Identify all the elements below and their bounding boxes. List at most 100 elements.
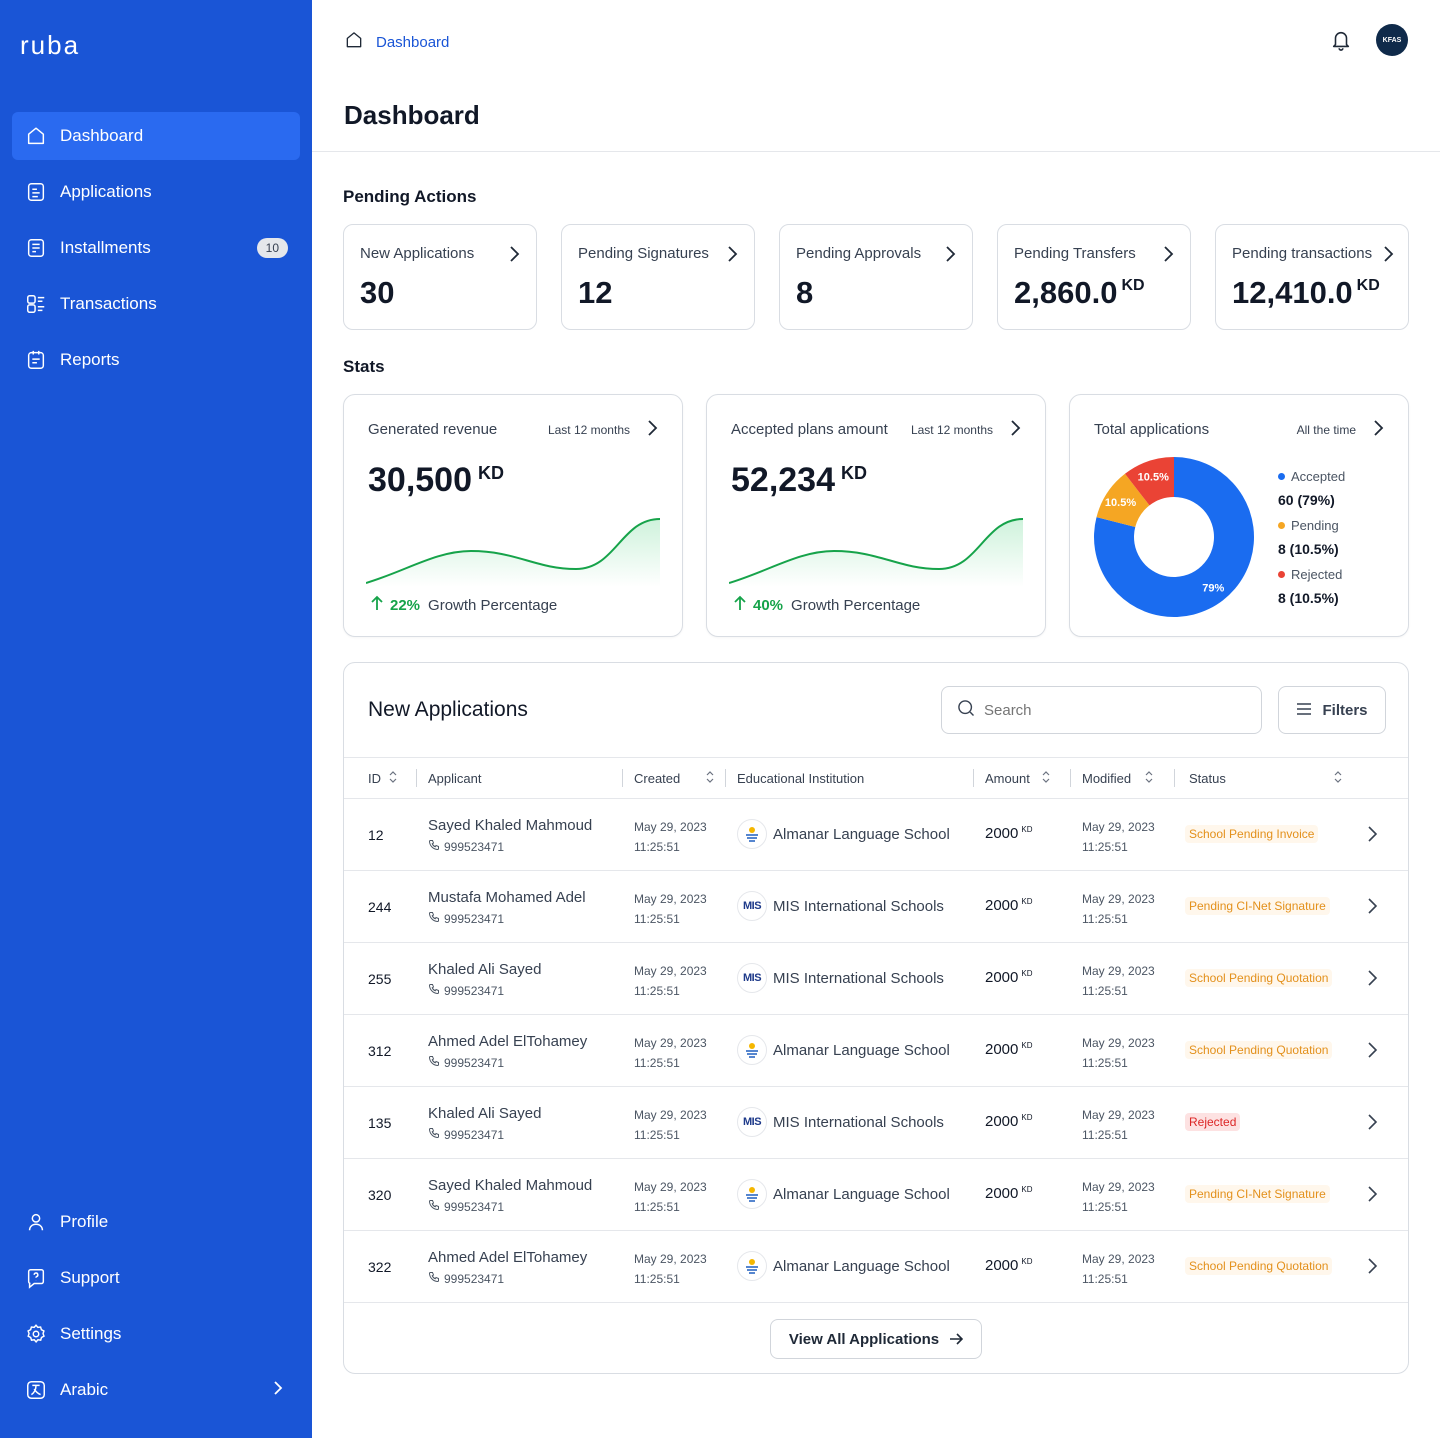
pending-card-approvals[interactable]: Pending Approvals 8 xyxy=(779,224,973,330)
cell-institution: Almanar Language School xyxy=(737,1251,950,1281)
chevron-right-icon[interactable] xyxy=(1366,1185,1378,1208)
pending-card-transactions[interactable]: Pending transactions 12,410.0 KD xyxy=(1215,224,1409,330)
accepted-period[interactable]: Last 12 months xyxy=(910,423,993,437)
total-label: Total applications xyxy=(1094,421,1210,438)
chevron-right-icon[interactable] xyxy=(1366,1041,1378,1064)
pending-card-transfers[interactable]: Pending Transfers 2,860.0 KD xyxy=(997,224,1191,330)
cell-modified: May 29, 2023 11:25:51 xyxy=(1082,1252,1155,1286)
cell-applicant-phone: 999523471 xyxy=(428,1199,504,1214)
column-created[interactable]: Created xyxy=(634,771,714,786)
pending-card-new-applications[interactable]: New Applications 30 xyxy=(343,224,537,330)
sidebar-item-dashboard[interactable]: Dashboard xyxy=(12,112,300,160)
total-period[interactable]: All the time xyxy=(1296,423,1356,437)
column-applicant[interactable]: Applicant xyxy=(428,771,482,786)
chevron-right-icon[interactable] xyxy=(1372,419,1384,442)
table-row[interactable]: 244 Mustafa Mohamed Adel 999523471 May 29, … xyxy=(344,871,1408,943)
sort-icon xyxy=(1042,771,1050,786)
chevron-right-icon[interactable] xyxy=(1366,897,1378,920)
mis-logo: MIS xyxy=(737,891,767,921)
cell-applicant-name: Sayed Khaled Mahmoud xyxy=(428,1177,593,1194)
breadcrumb-current[interactable]: Dashboard xyxy=(376,34,450,51)
filters-button[interactable]: Filters xyxy=(1278,686,1386,734)
column-id[interactable]: ID xyxy=(368,771,397,786)
view-all-applications-button[interactable]: View All Applications xyxy=(770,1319,982,1359)
table-row[interactable]: 322 Ahmed Adel ElTohamey 999523471 May 29, … xyxy=(344,1231,1408,1303)
cell-applicant-name: Khaled Ali Sayed xyxy=(428,1105,542,1122)
avatar[interactable]: KFAS xyxy=(1376,24,1408,56)
sidebar-item-profile[interactable]: Profile xyxy=(12,1198,300,1246)
chevron-right-icon[interactable] xyxy=(1366,969,1378,992)
sidebar-item-applications[interactable]: Applications xyxy=(12,168,300,216)
table-row[interactable]: 312 Ahmed Adel ElTohamey 999523471 May 29, … xyxy=(344,1015,1408,1087)
cell-applicant-name: Khaled Ali Sayed xyxy=(428,961,542,978)
legend-dot xyxy=(1278,473,1285,480)
sidebar-item-reports[interactable]: Reports xyxy=(12,336,300,384)
chevron-right-icon[interactable] xyxy=(1009,419,1021,442)
sidebar-item-settings[interactable]: Settings xyxy=(12,1310,300,1358)
cell-modified: May 29, 2023 11:25:51 xyxy=(1082,820,1155,854)
sidebar-item-installments[interactable]: Installments 10 xyxy=(12,224,300,272)
growth-label: Growth Percentage xyxy=(791,596,921,614)
almanar-logo xyxy=(737,1251,767,1281)
mis-logo: MIS xyxy=(737,963,767,993)
sidebar-item-support[interactable]: Support xyxy=(12,1254,300,1302)
legend-dot xyxy=(1278,522,1285,529)
chevron-right-icon xyxy=(1382,245,1394,268)
filter-lines-icon xyxy=(1296,702,1312,719)
cell-applicant-name: Sayed Khaled Mahmoud xyxy=(428,817,593,834)
cell-id: 244 xyxy=(368,899,392,915)
sidebar-bottom-nav: Profile Support Settings Arabic xyxy=(12,1198,300,1422)
status-badge: Rejected xyxy=(1185,1113,1241,1131)
sidebar-item-label: Installments xyxy=(60,238,151,257)
pending-card-signatures[interactable]: Pending Signatures 12 xyxy=(561,224,755,330)
chevron-right-icon[interactable] xyxy=(1366,825,1378,848)
chevron-right-icon xyxy=(726,245,738,268)
cell-amount: 2000 KD xyxy=(985,969,1033,986)
table-row[interactable]: 255 Khaled Ali Sayed 999523471 May 29, 2023… xyxy=(344,943,1408,1015)
table-row[interactable]: 12 Sayed Khaled Mahmoud 999523471 May 29, 2… xyxy=(344,799,1408,871)
donut-slice-pending xyxy=(1096,473,1150,528)
table-row[interactable]: 135 Khaled Ali Sayed 999523471 May 29, 2023… xyxy=(344,1087,1408,1159)
sort-icon xyxy=(1334,771,1342,786)
cell-applicant-phone: 999523471 xyxy=(428,1271,504,1286)
growth-label: Growth Percentage xyxy=(428,596,558,614)
transactions-icon xyxy=(24,292,48,316)
growth-percent: 22% xyxy=(390,596,421,614)
column-status[interactable]: Status xyxy=(1189,771,1342,786)
sidebar-item-label: Arabic xyxy=(60,1380,109,1399)
sidebar-item-language[interactable]: Arabic xyxy=(12,1366,300,1414)
column-institution[interactable]: Educational Institution xyxy=(737,771,865,786)
home-icon[interactable] xyxy=(344,30,364,55)
cell-institution: Almanar Language School xyxy=(737,819,950,849)
search-box[interactable] xyxy=(941,686,1262,734)
legend-item-accepted: Accepted xyxy=(1278,469,1345,484)
accepted-plans-card: Accepted plans amount Last 12 months 52,… xyxy=(706,394,1046,637)
chevron-right-icon[interactable] xyxy=(646,419,658,442)
column-modified[interactable]: Modified xyxy=(1082,771,1153,786)
cell-id: 135 xyxy=(368,1115,392,1131)
phone-icon xyxy=(428,1055,444,1070)
column-amount[interactable]: Amount xyxy=(985,771,1050,786)
status-badge: Pending CI-Net Signature xyxy=(1185,897,1330,915)
phone-icon xyxy=(428,911,444,926)
new-applications-card: New Applications Filters ID Applicant Cr… xyxy=(343,662,1409,1374)
accepted-sparkline xyxy=(729,518,1024,587)
sidebar-item-transactions[interactable]: Transactions xyxy=(12,280,300,328)
search-input[interactable] xyxy=(984,701,1244,719)
cell-created: May 29, 2023 11:25:51 xyxy=(634,964,707,998)
growth-percent: 40% xyxy=(753,596,784,614)
app-logo: ruba xyxy=(20,30,81,60)
chevron-right-icon[interactable] xyxy=(1366,1113,1378,1136)
cell-amount: 2000 KD xyxy=(985,1185,1033,1202)
chevron-right-icon xyxy=(1162,245,1174,268)
status-badge: School Pending Quotation xyxy=(1185,1041,1333,1059)
table-row[interactable]: 320 Sayed Khaled Mahmoud 999523471 May 29, … xyxy=(344,1159,1408,1231)
legend-value: 8 (10.5%) xyxy=(1278,590,1339,606)
chevron-right-icon[interactable] xyxy=(1366,1257,1378,1280)
pending-card-label: New Applications xyxy=(360,245,475,262)
phone-icon xyxy=(428,983,444,998)
cell-modified: May 29, 2023 11:25:51 xyxy=(1082,964,1155,998)
bell-icon[interactable] xyxy=(1330,28,1352,57)
applications-icon xyxy=(24,180,48,204)
revenue-period[interactable]: Last 12 months xyxy=(547,423,630,437)
